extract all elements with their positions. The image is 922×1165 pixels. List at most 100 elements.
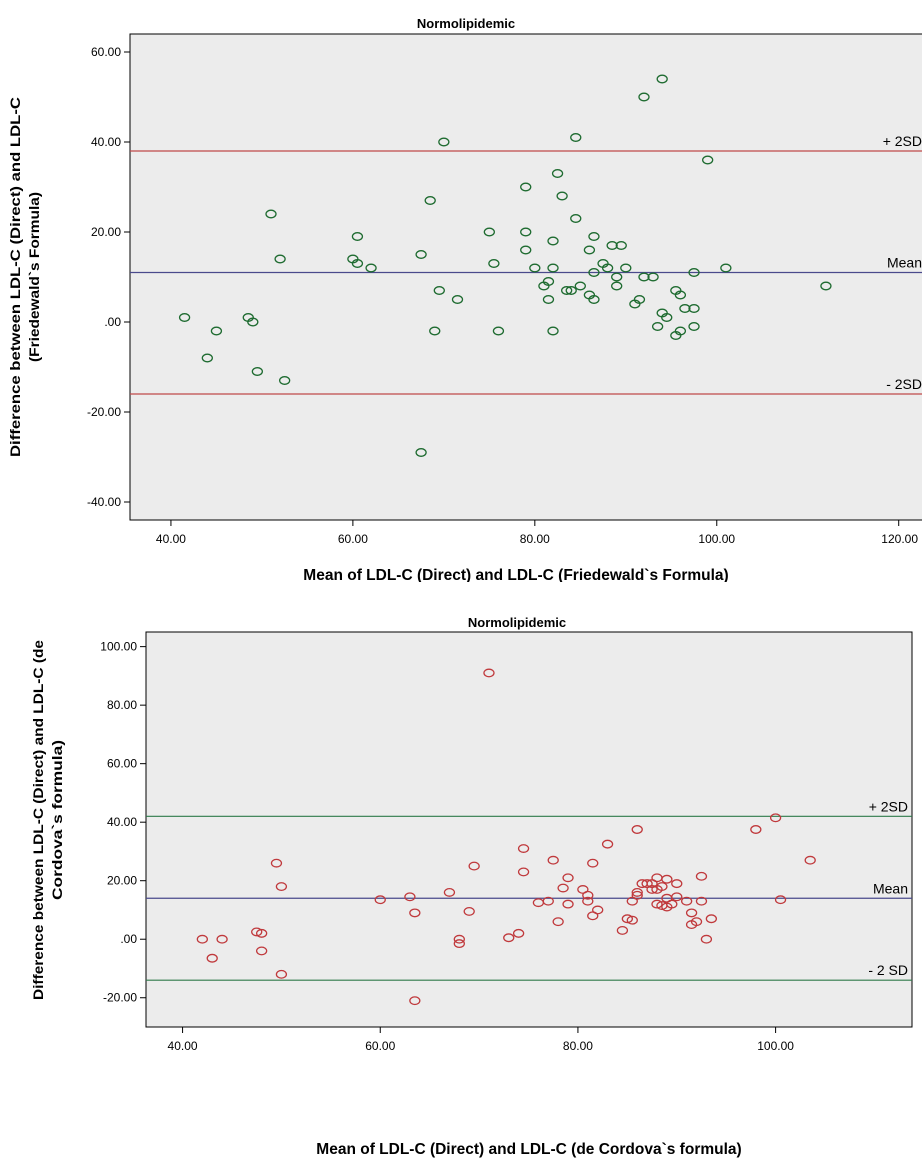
data-point [601, 263, 614, 273]
data-point [688, 304, 700, 313]
data-point [651, 322, 664, 331]
data-point [574, 281, 586, 291]
data-point [542, 896, 554, 906]
data-point [415, 448, 427, 457]
data-point [463, 906, 475, 916]
data-point [196, 934, 208, 944]
data-point [520, 227, 532, 237]
y-tick-label: -20.00 [103, 991, 137, 1005]
data-point [492, 326, 505, 336]
data-point [512, 928, 525, 938]
data-point [700, 934, 713, 944]
data-point [679, 304, 691, 313]
data-point [820, 281, 832, 291]
reference-line-label: - 2 SD [868, 962, 908, 978]
data-point [517, 844, 530, 853]
data-point [565, 286, 577, 295]
y-tick-label: 60.00 [91, 45, 121, 59]
data-point [705, 914, 718, 924]
data-point [542, 295, 555, 304]
x-tick-label: 40.00 [156, 532, 186, 546]
data-point [615, 241, 627, 250]
data-point [547, 236, 559, 246]
data-point [409, 996, 421, 1006]
data-point [275, 882, 288, 892]
data-point [210, 326, 223, 336]
data-point [750, 825, 762, 834]
data-point [690, 917, 703, 927]
data-point [638, 92, 650, 102]
data-point [255, 928, 268, 938]
data-point [626, 915, 638, 925]
reference-line-label: + 2SD [869, 798, 908, 814]
data-point [351, 232, 364, 241]
y-tick-label: 100.00 [100, 640, 137, 654]
data-point [631, 887, 643, 897]
x-tick-label: 40.00 [168, 1039, 198, 1053]
data-point [769, 813, 782, 823]
data-point [666, 899, 678, 909]
data-point [483, 227, 495, 237]
data-point [671, 892, 683, 902]
data-point [606, 241, 618, 250]
y-tick-label: .00 [120, 932, 137, 946]
data-point [661, 874, 673, 884]
data-point [661, 313, 673, 322]
data-point [680, 896, 693, 906]
x-tick-label: 60.00 [365, 1039, 395, 1053]
data-point [561, 286, 573, 295]
data-point [529, 263, 541, 273]
data-point [429, 326, 441, 336]
data-point [404, 892, 416, 902]
reference-line-label: Mean [887, 255, 922, 271]
y-tick-label: -40.00 [87, 495, 121, 509]
data-point [562, 873, 574, 883]
data-point [542, 277, 555, 286]
data-point [453, 934, 465, 944]
data-point [468, 861, 480, 871]
data-point [374, 895, 386, 905]
data-point [365, 263, 377, 273]
x-tick-label: 60.00 [338, 532, 368, 546]
data-point [616, 925, 629, 935]
data-point [582, 896, 594, 906]
data-point [547, 855, 559, 865]
data-point [804, 855, 816, 865]
data-point [251, 367, 264, 376]
x-tick-label: 100.00 [698, 532, 735, 546]
data-point [695, 896, 708, 906]
data-point [255, 946, 268, 956]
data-point [247, 317, 259, 327]
data-point [275, 969, 288, 979]
data-point [646, 885, 658, 894]
data-point [631, 890, 643, 900]
data-point [588, 232, 600, 241]
data-point [270, 858, 283, 868]
data-point [601, 839, 614, 849]
chart-de-cordova: Normolipidemic 100.00 80.00 60.00 40.00 20.00… [31, 615, 913, 1158]
data-point [438, 137, 450, 147]
data-point [547, 263, 559, 273]
data-point [774, 895, 787, 905]
data-point [415, 250, 427, 259]
data-point [702, 155, 714, 165]
data-point [621, 914, 633, 924]
chart-title: Normolipidemic [468, 615, 566, 630]
reference-line-label: - 2SD [886, 376, 922, 392]
data-point [592, 905, 604, 915]
y-tick-label: 60.00 [107, 757, 137, 771]
data-point [483, 668, 495, 678]
data-point [409, 908, 421, 918]
data-point [556, 191, 568, 201]
data-point [638, 272, 650, 282]
data-point [562, 899, 574, 909]
data-point [720, 263, 732, 273]
chart-friedewald: Normolipidemic 60.00 40.00 20.00 .00 -20.00 -4… [8, 16, 922, 582]
data-point [274, 254, 286, 264]
data-point [588, 268, 600, 277]
data-point [656, 882, 668, 892]
reference-line-label: + 2SD [883, 133, 922, 149]
data-point [279, 376, 291, 385]
y-tick-label: 20.00 [107, 874, 137, 888]
data-point [671, 879, 683, 889]
